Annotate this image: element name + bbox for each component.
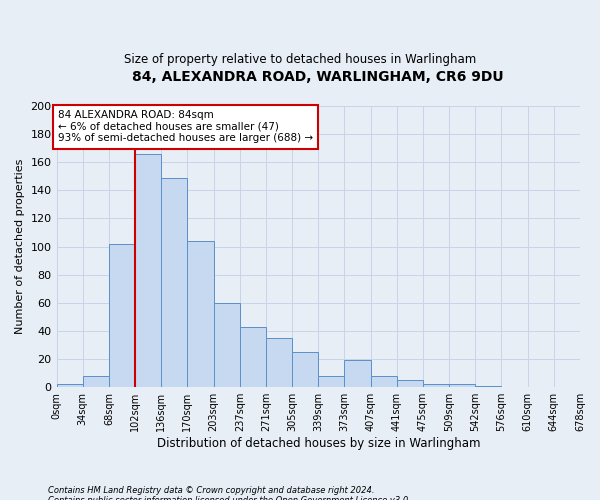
- Bar: [449, 384, 475, 387]
- Y-axis label: Number of detached properties: Number of detached properties: [15, 159, 25, 334]
- Bar: [214, 303, 240, 387]
- Text: Size of property relative to detached houses in Warlingham: Size of property relative to detached ho…: [124, 52, 476, 66]
- Text: Contains public sector information licensed under the Open Government Licence v3: Contains public sector information licen…: [48, 496, 411, 500]
- Bar: [187, 241, 214, 387]
- Bar: [397, 380, 423, 387]
- Bar: [135, 154, 161, 387]
- Bar: [109, 244, 135, 387]
- Bar: [423, 384, 449, 387]
- Text: 84 ALEXANDRA ROAD: 84sqm
← 6% of detached houses are smaller (47)
93% of semi-de: 84 ALEXANDRA ROAD: 84sqm ← 6% of detache…: [58, 110, 313, 144]
- Bar: [475, 386, 502, 387]
- Bar: [318, 376, 344, 387]
- Bar: [83, 376, 109, 387]
- Bar: [344, 360, 371, 387]
- Bar: [292, 352, 318, 387]
- Bar: [240, 326, 266, 387]
- Bar: [161, 178, 187, 387]
- Bar: [56, 384, 83, 387]
- X-axis label: Distribution of detached houses by size in Warlingham: Distribution of detached houses by size …: [157, 437, 480, 450]
- Bar: [266, 338, 292, 387]
- Bar: [371, 376, 397, 387]
- Text: Contains HM Land Registry data © Crown copyright and database right 2024.: Contains HM Land Registry data © Crown c…: [48, 486, 374, 495]
- Title: 84, ALEXANDRA ROAD, WARLINGHAM, CR6 9DU: 84, ALEXANDRA ROAD, WARLINGHAM, CR6 9DU: [133, 70, 504, 84]
